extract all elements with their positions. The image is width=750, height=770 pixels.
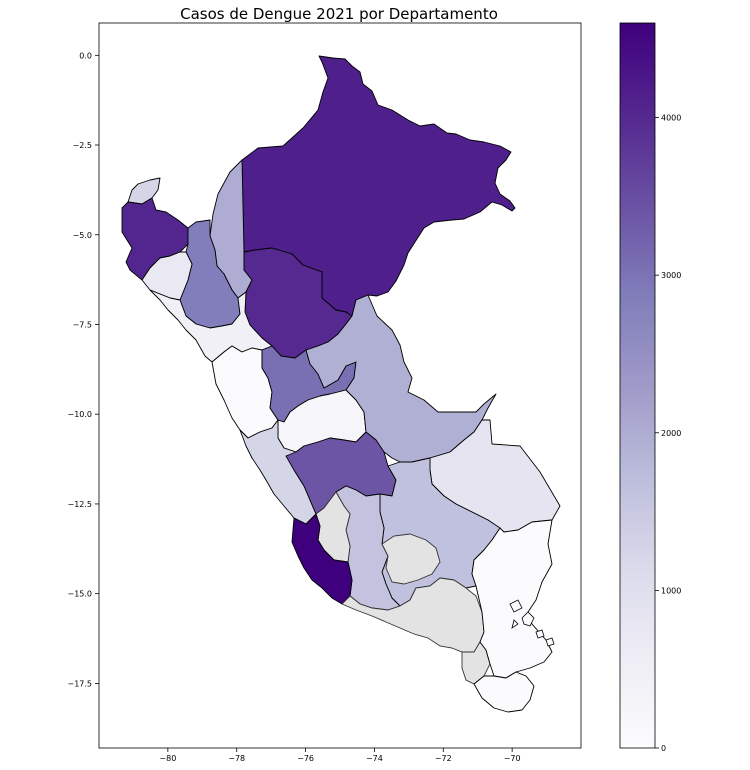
x-tick-label: −74 — [366, 754, 383, 763]
colorbar-axis: 0 1000 2000 3000 4000 — [655, 114, 681, 753]
y-tick-label: −7.5 — [73, 320, 92, 329]
y-tick-label: −15.0 — [67, 590, 92, 599]
y-tick-label: −5.0 — [73, 231, 92, 240]
map-regions — [121, 55, 561, 713]
x-axis: −80 −78 −76 −74 −72 −70 — [159, 748, 521, 763]
colorbar-tick-label: 3000 — [661, 271, 681, 280]
region-moquegua[interactable] — [461, 641, 491, 685]
y-tick-label: −2.5 — [73, 141, 92, 150]
colorbar-tick-label: 1000 — [661, 586, 681, 595]
colorbar-tick-label: 0 — [661, 744, 666, 753]
y-tick-label: 0.0 — [79, 51, 92, 60]
x-tick-label: −80 — [159, 754, 176, 763]
region-apurimac[interactable] — [381, 533, 441, 585]
y-tick-label: −10.0 — [67, 410, 92, 419]
x-tick-label: −76 — [297, 754, 314, 763]
colorbar-tick-label: 2000 — [661, 429, 681, 438]
region-lalibertad[interactable] — [149, 289, 273, 363]
region-tacna[interactable] — [473, 671, 535, 713]
x-tick-label: −78 — [228, 754, 245, 763]
lake-titicaca-outline — [509, 599, 555, 647]
x-tick-label: −72 — [435, 754, 452, 763]
colorbar-tick-label: 4000 — [661, 114, 681, 123]
x-tick-label: −70 — [504, 754, 521, 763]
colorbar — [619, 22, 656, 749]
y-tick-label: −12.5 — [67, 500, 92, 509]
y-axis: 0.0 −2.5 −5.0 −7.5 −10.0 −12.5 −15.0 −17.5 — [67, 51, 99, 688]
chart-title: Casos de Dengue 2021 por Departamento — [180, 5, 498, 23]
y-tick-label: −17.5 — [67, 679, 92, 688]
region-ica[interactable] — [291, 513, 353, 605]
